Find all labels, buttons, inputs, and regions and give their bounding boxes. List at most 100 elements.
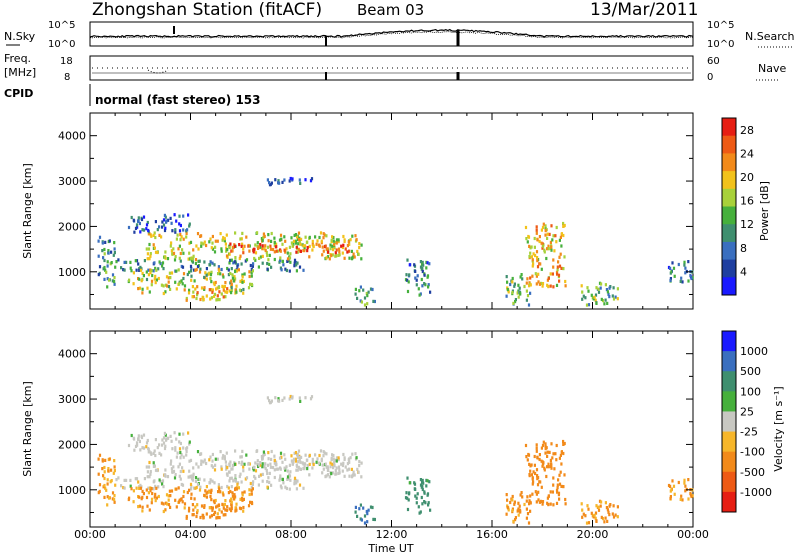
echo-cell bbox=[225, 254, 229, 258]
echo-cell bbox=[173, 476, 177, 480]
echo-cell bbox=[196, 450, 200, 454]
echo-cell bbox=[536, 474, 539, 478]
echo-cell bbox=[303, 467, 306, 471]
echo-cell bbox=[328, 257, 331, 261]
echo-cell bbox=[540, 446, 543, 450]
echo-cell bbox=[562, 439, 565, 444]
echo-cell bbox=[563, 441, 566, 446]
echo-cell bbox=[200, 459, 203, 463]
echo-cell bbox=[136, 443, 139, 447]
echo-cell bbox=[190, 259, 194, 263]
echo-cell bbox=[280, 486, 283, 490]
echo-cell bbox=[406, 507, 410, 512]
echo-cell bbox=[235, 284, 238, 288]
echo-cell bbox=[262, 235, 265, 240]
power-colorbar-tick: 12 bbox=[740, 218, 754, 231]
echo-cell bbox=[200, 244, 203, 248]
echo-cell bbox=[337, 240, 340, 244]
echo-cell bbox=[233, 493, 236, 497]
echo-cell bbox=[296, 479, 299, 483]
echo-cell bbox=[150, 487, 153, 491]
echo-cell bbox=[132, 282, 135, 286]
echo-cell bbox=[538, 235, 541, 239]
station-title: Zhongshan Station (fitACF) bbox=[92, 0, 322, 20]
velocity-colorbar-segment bbox=[722, 411, 736, 433]
power-colorbar-frame bbox=[721, 117, 737, 296]
echo-cell bbox=[321, 471, 324, 475]
echo-cell bbox=[347, 240, 350, 244]
echo-cell bbox=[97, 254, 100, 258]
echo-cell bbox=[123, 478, 126, 482]
echo-cell bbox=[252, 262, 255, 266]
echo-cell bbox=[152, 243, 155, 247]
echo-cell bbox=[418, 511, 421, 515]
echo-cell bbox=[227, 491, 230, 495]
nsearch-tick-bottom: 10^0 bbox=[707, 39, 734, 50]
echo-cell bbox=[155, 268, 158, 272]
echo-cell bbox=[240, 455, 243, 459]
echo-cell bbox=[551, 456, 554, 460]
echo-cell bbox=[216, 516, 219, 520]
echo-cell bbox=[321, 463, 324, 467]
echo-cell bbox=[517, 295, 520, 299]
echo-cell bbox=[106, 482, 109, 486]
echo-cell bbox=[130, 269, 133, 273]
echo-cell bbox=[540, 228, 543, 232]
echo-cell bbox=[284, 267, 287, 271]
echo-cell bbox=[360, 243, 363, 247]
echo-cell bbox=[236, 482, 239, 486]
echo-cell bbox=[261, 239, 264, 243]
echo-cell bbox=[174, 230, 177, 234]
echo-cell bbox=[288, 256, 292, 260]
echo-cell bbox=[302, 486, 305, 490]
echo-cell bbox=[536, 256, 539, 260]
echo-cell bbox=[266, 480, 269, 484]
echo-cell bbox=[335, 466, 338, 470]
echo-cell bbox=[279, 474, 282, 478]
echo-cell bbox=[327, 250, 330, 254]
echo-cell bbox=[535, 231, 538, 235]
echo-cell bbox=[112, 471, 115, 475]
echo-cell bbox=[187, 475, 190, 479]
echo-cell bbox=[346, 250, 349, 254]
echo-cell bbox=[687, 279, 690, 283]
echo-cell bbox=[191, 295, 194, 299]
echo-cell bbox=[419, 292, 422, 296]
power-echo-cells bbox=[97, 176, 694, 307]
echo-cell bbox=[538, 239, 541, 244]
echo-cell bbox=[230, 504, 233, 508]
echo-cell bbox=[299, 249, 302, 253]
echo-cell bbox=[141, 287, 144, 291]
echo-cell bbox=[536, 259, 539, 263]
echo-cell bbox=[611, 294, 614, 298]
freq-tick-bottom: 8 bbox=[64, 72, 70, 83]
echo-cell bbox=[612, 504, 615, 508]
echo-cell bbox=[564, 497, 567, 502]
echo-cell bbox=[334, 240, 337, 244]
echo-cell bbox=[266, 245, 269, 249]
echo-cell bbox=[407, 498, 410, 502]
echo-cell bbox=[331, 471, 334, 475]
echo-cell bbox=[337, 465, 341, 469]
echo-cell bbox=[541, 464, 544, 468]
echo-cell bbox=[538, 282, 541, 286]
echo-cell bbox=[366, 520, 369, 524]
echo-cell bbox=[238, 461, 241, 465]
echo-cell bbox=[553, 467, 556, 471]
echo-cell bbox=[135, 486, 138, 490]
echo-cell bbox=[256, 244, 259, 248]
echo-cell bbox=[249, 282, 252, 286]
echo-cell bbox=[292, 460, 295, 464]
echo-cell bbox=[178, 447, 182, 451]
echo-cell bbox=[291, 244, 294, 248]
echo-cell bbox=[285, 465, 288, 469]
echo-cell bbox=[203, 504, 206, 508]
echo-cell bbox=[557, 260, 560, 264]
echo-cell bbox=[422, 263, 425, 267]
echo-cell bbox=[544, 447, 547, 451]
y-tick-label: 1000 bbox=[58, 484, 86, 497]
echo-cell bbox=[167, 276, 170, 280]
echo-cell bbox=[241, 491, 244, 495]
echo-cell bbox=[367, 290, 370, 294]
echo-cell bbox=[163, 213, 166, 217]
